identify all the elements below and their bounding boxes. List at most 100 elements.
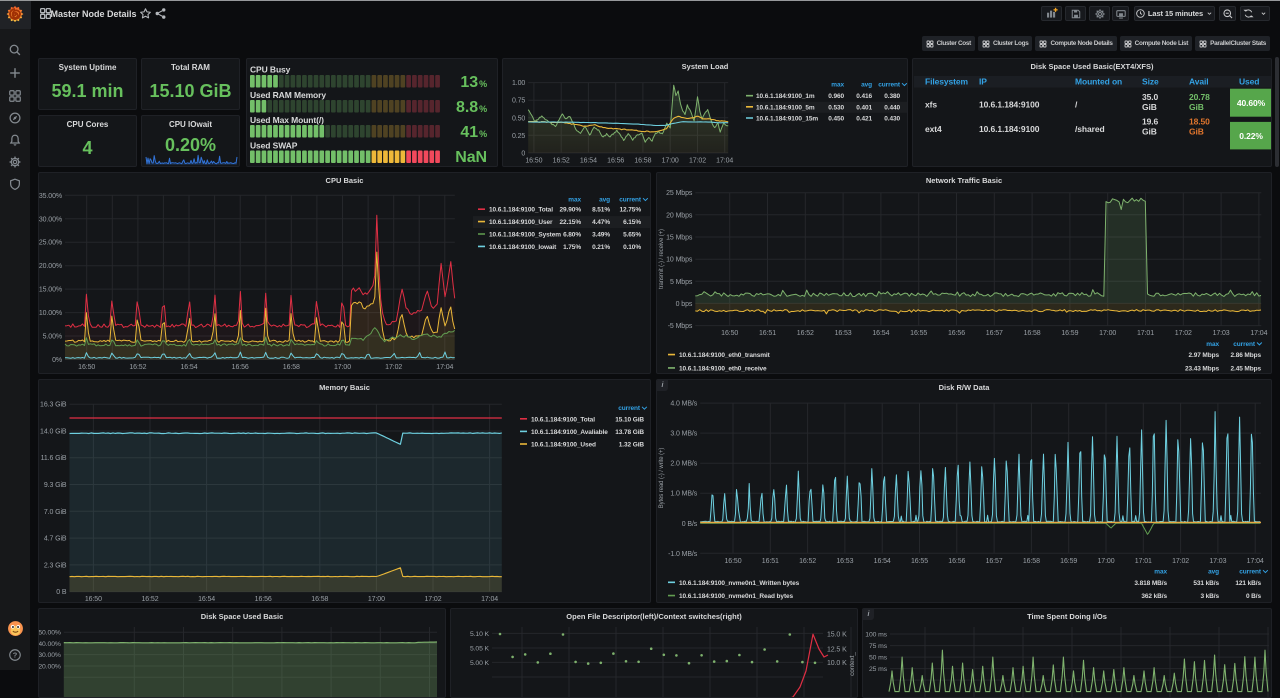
svg-text:10.6.1.184:9100: 10.6.1.184:9100 [979,124,1040,134]
svg-text:0: 0 [521,150,525,157]
svg-text:25 Mbps: 25 Mbps [666,190,693,197]
svg-text:xfs: xfs [925,100,937,110]
svg-text:0.10%: 0.10% [623,244,641,251]
svg-text:NaN: NaN [455,149,487,166]
svg-text:Filesystem: Filesystem [925,77,968,87]
svg-text:17:01: 17:01 [1137,330,1154,337]
svg-text:Used RAM Memory: Used RAM Memory [250,90,326,100]
svg-text:3 kB/s: 3 kB/s [1200,593,1219,600]
svg-text:17:02: 17:02 [689,157,706,164]
svg-text:16:59: 16:59 [1060,558,1077,565]
svg-text:10.6.1.184:9100_5m: 10.6.1.184:9100_5m [756,104,815,111]
svg-text:16:58: 16:58 [1024,330,1041,337]
svg-text:3.0 MB/s: 3.0 MB/s [670,431,697,438]
svg-text:2.0 MB/s: 2.0 MB/s [670,461,697,468]
svg-text:0.450: 0.450 [828,116,844,123]
svg-text:17:02: 17:02 [1172,558,1189,565]
svg-text:16:59: 16:59 [1061,330,1078,337]
svg-text:%: % [479,104,487,114]
svg-text:17:02: 17:02 [1175,330,1192,337]
svg-text:2.97 Mbps: 2.97 Mbps [1188,352,1219,359]
svg-text:16:56: 16:56 [255,596,272,603]
svg-text:max: max [568,197,581,204]
svg-text:16:52: 16:52 [141,596,158,603]
svg-text:7.0 GiB: 7.0 GiB [44,509,67,516]
svg-text:0 B/s: 0 B/s [682,521,698,528]
svg-text:17:04: 17:04 [481,596,498,603]
svg-text:14.0 GiB: 14.0 GiB [40,429,67,436]
svg-text:531 kB/s: 531 kB/s [1193,580,1219,587]
svg-text:41: 41 [460,124,478,141]
svg-text:0.401: 0.401 [856,104,872,111]
svg-text:17:00: 17:00 [662,157,679,164]
svg-text:16:50: 16:50 [85,596,102,603]
svg-text:0.50: 0.50 [512,115,525,122]
svg-text:16:58: 16:58 [1023,558,1040,565]
svg-text:16:53: 16:53 [836,558,853,565]
svg-text:16:56: 16:56 [948,558,965,565]
svg-text:17:00: 17:00 [1099,330,1116,337]
svg-text:%: % [479,129,487,139]
svg-text:16:51: 16:51 [762,558,779,565]
svg-text:10.6.1.184:9100_Used: 10.6.1.184:9100_Used [531,442,596,449]
svg-text:17:01: 17:01 [1135,558,1152,565]
svg-text:10.6.1.184:9100_1m: 10.6.1.184:9100_1m [756,93,815,100]
svg-text:17:04: 17:04 [436,364,453,371]
svg-text:16:56: 16:56 [607,157,624,164]
svg-text:12.5 K: 12.5 K [827,647,847,654]
svg-text:avg: avg [1208,569,1219,576]
svg-text:transmit (-) / receive (+): transmit (-) / receive (+) [659,229,665,289]
svg-text:Used SWAP: Used SWAP [250,140,298,150]
svg-text:16:50: 16:50 [525,157,542,164]
svg-text:22.15%: 22.15% [560,219,582,226]
svg-text:16:54: 16:54 [198,596,215,603]
svg-text:16:54: 16:54 [580,157,597,164]
svg-text:13.78 GiB: 13.78 GiB [615,429,644,436]
svg-text:20.00%: 20.00% [39,664,61,671]
svg-text:10.6.1.184:9100_15m: 10.6.1.184:9100_15m [756,116,818,123]
svg-text:16:52: 16:52 [799,558,816,565]
svg-text:Used: Used [1239,77,1259,87]
svg-text:17:02: 17:02 [385,364,402,371]
svg-text:GiB: GiB [1142,127,1157,137]
svg-text:6.80%: 6.80% [563,232,581,239]
svg-text:Avail: Avail [1189,77,1209,87]
svg-text:16:54: 16:54 [874,558,891,565]
svg-text:2.3 GiB: 2.3 GiB [44,562,67,569]
svg-text:current: current [618,405,641,412]
svg-text:GiB: GiB [1142,102,1157,112]
svg-text:20.78: 20.78 [1189,92,1210,102]
svg-text:10.6.1.184:9100_Avaliable: 10.6.1.184:9100_Avaliable [531,429,608,436]
svg-text:10.0 K: 10.0 K [827,660,847,667]
svg-text:11.6 GiB: 11.6 GiB [41,455,67,462]
svg-text:16:58: 16:58 [311,596,328,603]
svg-text:5.05 K: 5.05 K [470,646,490,653]
svg-text:current: current [878,82,901,89]
svg-text:-1.0 MB/s: -1.0 MB/s [668,551,698,558]
svg-text:20.00%: 20.00% [39,263,62,270]
svg-text:current: current [1233,341,1256,348]
svg-text:121 kB/s: 121 kB/s [1235,580,1261,587]
svg-text:40.60%: 40.60% [1237,98,1266,108]
svg-text:8.51%: 8.51% [592,207,610,214]
svg-text:16:50: 16:50 [724,558,741,565]
svg-text:8.8: 8.8 [456,99,478,116]
svg-text:17:03: 17:03 [1209,558,1226,565]
svg-text:16:56: 16:56 [948,330,965,337]
svg-text:25.00%: 25.00% [39,240,62,247]
svg-text:16:57: 16:57 [986,330,1003,337]
svg-text:16:58: 16:58 [634,157,651,164]
svg-text:Bytes read (-) / write (+): Bytes read (-) / write (+) [659,448,665,509]
svg-text:362 kB/s: 362 kB/s [1141,593,1167,600]
svg-text:29.90%: 29.90% [560,207,582,214]
svg-text:10.6.1.184:9100_Total: 10.6.1.184:9100_Total [489,207,553,214]
svg-text:?: ? [13,651,18,660]
svg-text:4.47%: 4.47% [592,219,610,226]
svg-text:15.10 GiB: 15.10 GiB [615,416,644,423]
svg-text:2.45 Mbps: 2.45 Mbps [1230,365,1261,372]
svg-text:15.00%: 15.00% [39,287,62,294]
svg-text:10.6.1.184:9100: 10.6.1.184:9100 [979,100,1040,110]
svg-text:Mounted on: Mounted on [1075,77,1122,87]
svg-text:5 Mbps: 5 Mbps [670,279,693,286]
svg-text:max: max [1206,341,1219,348]
